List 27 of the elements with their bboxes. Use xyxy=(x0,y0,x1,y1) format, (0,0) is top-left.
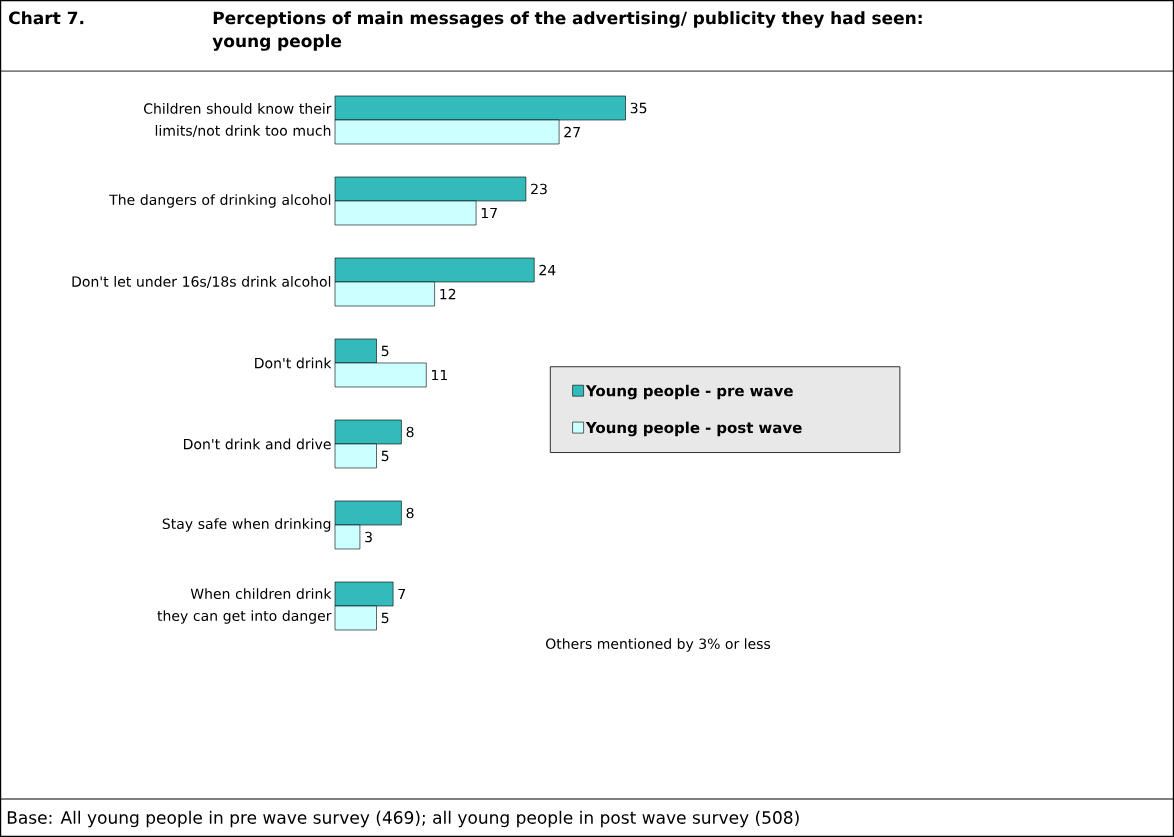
y-tick-label: The dangers of drinking alcohol xyxy=(109,194,331,208)
legend-label: Young people - pre wave xyxy=(585,384,793,400)
y-tick-label: Children should know their limits/not drink too much xyxy=(144,103,332,137)
y-tick-label: Don't drink and drive xyxy=(184,438,331,450)
data-label: 3 xyxy=(365,531,372,543)
data-label: 8 xyxy=(406,426,414,438)
data-label: 24 xyxy=(539,264,556,276)
y-tick-label: Stay safe when drinking xyxy=(162,518,331,532)
chart-subtitle: Perceptions of main messages of the advertising/ publicity they had seen: young people xyxy=(212,11,922,51)
data-label: 7 xyxy=(398,588,406,600)
y-tick-label: Don't let under 16s/18s drink alcohol xyxy=(72,276,331,288)
data-label: 27 xyxy=(564,126,580,138)
data-label: 35 xyxy=(630,102,647,114)
data-label: 11 xyxy=(432,369,448,381)
data-label: 12 xyxy=(440,288,456,300)
data-label: 5 xyxy=(381,450,389,462)
text: Chart 7. xyxy=(9,11,84,25)
text: Base: All young people in pre wave survey (469); all young people in post wave survey (508) xyxy=(7,810,799,828)
annotation: Others mentioned by 3% or less xyxy=(546,638,771,652)
data-label: 5 xyxy=(381,345,389,357)
data-label: 5 xyxy=(381,612,389,624)
data-label: 8 xyxy=(406,507,414,519)
y-tick-label: Don't drink xyxy=(255,357,332,369)
legend-label: Young people - post wave xyxy=(585,421,802,437)
data-label: 17 xyxy=(481,207,497,219)
y-tick-label: When children drink they can get into danger xyxy=(157,588,332,624)
data-label: 23 xyxy=(531,183,547,195)
